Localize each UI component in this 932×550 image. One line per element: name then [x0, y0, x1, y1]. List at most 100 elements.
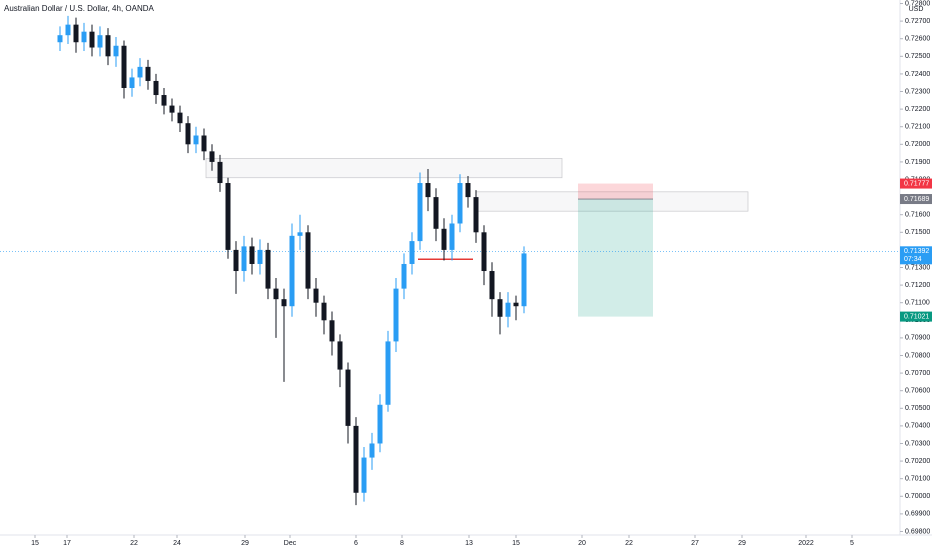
candle-body [265, 249, 271, 289]
entry-label: 0.71689 [904, 196, 929, 203]
candle-body [201, 135, 207, 152]
last-price-label: 0.71392 [904, 248, 929, 255]
candle-body [345, 369, 351, 426]
y-tick-label: 0.72800 [905, 0, 930, 7]
candle-body [73, 24, 79, 43]
candle-body [113, 45, 119, 57]
y-tick-label: 0.71200 [905, 282, 930, 289]
x-tick-label: 5 [850, 540, 854, 547]
stop-zone [578, 183, 653, 200]
y-tick-label: 0.70900 [905, 335, 930, 342]
x-tick-label: 29 [241, 540, 249, 547]
stop-label-box [900, 178, 932, 189]
x-tick-label: 22 [130, 540, 138, 547]
candle-body [217, 161, 223, 184]
candle-body [153, 80, 159, 96]
y-tick-label: 0.71500 [905, 229, 930, 236]
y-tick-label: 0.69800 [905, 528, 930, 535]
candle-body [433, 197, 439, 229]
y-tick-label: 0.70700 [905, 370, 930, 377]
candle-body [193, 135, 199, 145]
y-tick-label: 0.70500 [905, 405, 930, 412]
candle-body [297, 232, 303, 236]
y-tick-label: 0.70200 [905, 458, 930, 465]
candle-body [289, 235, 295, 307]
candle-body [409, 241, 415, 264]
y-tick-label: 0.72500 [905, 53, 930, 60]
last-price-box [900, 246, 932, 265]
entry-label-box [900, 194, 932, 205]
candle-body [241, 246, 247, 272]
x-tick-label: 8 [400, 540, 404, 547]
candle-body [329, 320, 335, 342]
y-tick-label: 0.72600 [905, 36, 930, 43]
x-tick-label: 17 [63, 540, 71, 547]
candle-body [377, 404, 383, 444]
candle-body [121, 45, 127, 88]
candle-body [105, 35, 111, 57]
y-tick-label: 0.71100 [905, 300, 930, 307]
candle-body [465, 183, 471, 198]
countdown-label: 07:34 [904, 256, 922, 263]
candle-body [57, 35, 63, 43]
y-tick-label: 0.70100 [905, 476, 930, 483]
x-tick-label: 15 [512, 540, 520, 547]
candle-body [305, 232, 311, 289]
candle-body [401, 263, 407, 289]
y-tick-label: 0.72400 [905, 71, 930, 78]
y-tick-label: 0.69900 [905, 511, 930, 518]
y-tick-label: 0.72200 [905, 106, 930, 113]
y-tick-label: 0.70300 [905, 440, 930, 447]
candle-body [129, 77, 135, 88]
candle-body [273, 288, 279, 300]
candle-body [161, 95, 167, 106]
stop-label: 0.71777 [904, 180, 929, 187]
candle-body [481, 232, 487, 272]
candle-body [145, 66, 151, 81]
candle-body [385, 341, 391, 405]
candle-body [457, 183, 463, 224]
candle-body [225, 183, 231, 250]
y-tick-label: 0.72700 [905, 18, 930, 25]
y-tick-label: 0.71600 [905, 212, 930, 219]
candle-body [521, 253, 527, 307]
candle-body [177, 112, 183, 124]
y-tick-label: 0.70400 [905, 423, 930, 430]
target-zone [578, 199, 653, 317]
candle-body [209, 151, 215, 162]
y-tick-label: 0.72100 [905, 124, 930, 131]
candle-body [89, 31, 95, 48]
target-label-box [900, 311, 932, 322]
y-tick-label: 0.70800 [905, 352, 930, 359]
candle-body [497, 299, 503, 317]
target-label: 0.71021 [904, 313, 929, 320]
x-tick-label: 22 [625, 540, 633, 547]
x-tick-label: Dec [284, 540, 297, 547]
y-tick-label: 0.71300 [905, 264, 930, 271]
candle-body [281, 299, 287, 307]
y-tick-label: 0.70000 [905, 493, 930, 500]
candle-body [425, 183, 431, 198]
currency-label: USD [909, 6, 924, 13]
candle-body [337, 341, 343, 370]
candle-body [441, 228, 447, 250]
candle-body [185, 123, 191, 145]
candle-body [393, 288, 399, 342]
x-tick-label: 6 [354, 540, 358, 547]
x-tick-label: 15 [31, 540, 39, 547]
candle-body [417, 183, 423, 242]
x-tick-label: 2022 [798, 540, 814, 547]
x-tick-label: 13 [465, 540, 473, 547]
candle-body [169, 105, 175, 113]
candle-body [249, 246, 255, 264]
y-tick-label: 0.72000 [905, 141, 930, 148]
candle-body [353, 425, 359, 493]
candle-body [65, 24, 71, 36]
x-tick-label: 20 [578, 540, 586, 547]
candle-body [137, 66, 143, 78]
supply-zone [205, 158, 563, 179]
candle-body [449, 223, 455, 250]
candle-body [321, 302, 327, 321]
candle-body [97, 35, 103, 48]
